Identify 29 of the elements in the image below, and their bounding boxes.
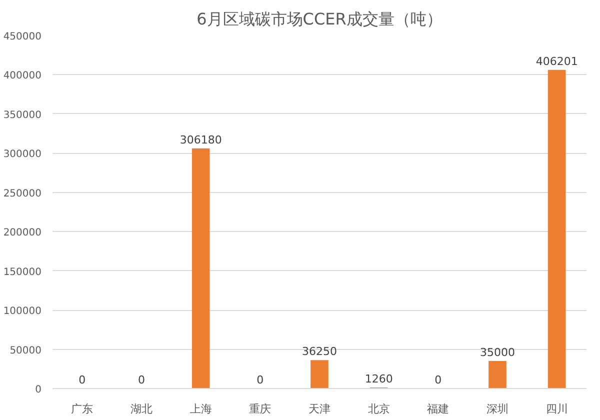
data-label: 0 xyxy=(78,374,86,386)
data-label: 0 xyxy=(434,374,442,386)
x-tick-label: 上海 xyxy=(190,402,212,416)
data-label: 35000 xyxy=(480,346,516,360)
data-label: 1260 xyxy=(364,372,393,386)
data-label: 0 xyxy=(138,374,145,386)
data-label: 36250 xyxy=(302,345,338,358)
y-tick-label: 300000 xyxy=(3,149,42,160)
y-tick-label: 200000 xyxy=(3,228,42,239)
y-tick-label: 150000 xyxy=(3,266,42,278)
chart-title: 6月区域碳市场CCER成交量（吨） xyxy=(196,10,442,28)
y-tick-label: 0 xyxy=(35,384,42,396)
y-tick-label: 400000 xyxy=(3,70,42,82)
x-tick-label: 深圳 xyxy=(486,402,508,416)
x-tick-label: 重庆 xyxy=(249,402,272,416)
y-tick-label: 450000 xyxy=(3,32,42,42)
y-tick-label: 350000 xyxy=(3,110,42,121)
x-tick-label: 湖北 xyxy=(130,402,152,416)
data-label: 306180 xyxy=(180,133,222,146)
y-tick-label: 100000 xyxy=(3,306,42,318)
data-label: 0 xyxy=(256,374,264,386)
x-tick-label: 北京 xyxy=(368,402,390,416)
data-label: 406201 xyxy=(536,54,578,68)
x-tick-label: 广东 xyxy=(71,402,94,416)
x-tick-label: 福建 xyxy=(427,402,450,416)
x-tick-label: 天津 xyxy=(308,402,330,416)
x-tick-label: 四川 xyxy=(546,402,568,416)
y-tick-label: 50000 xyxy=(10,345,42,356)
y-tick-label: 250000 xyxy=(3,188,42,200)
